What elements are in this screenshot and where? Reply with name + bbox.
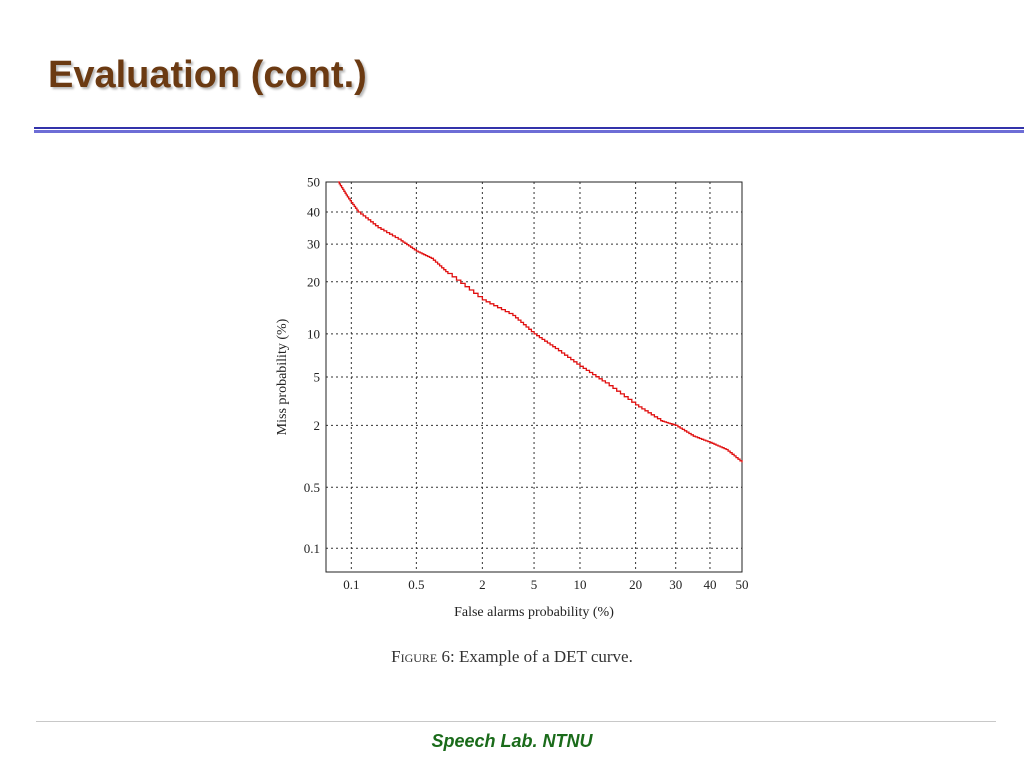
y-tick-label: 5 [314,369,321,384]
slide-title: Evaluation (cont.) [48,54,367,96]
x-axis-label: False alarms probability (%) [454,605,614,620]
footer-divider [36,721,996,722]
y-tick-label: 2 [314,418,321,433]
caption-text: Example of a DET curve. [458,647,633,666]
figure-caption: Figure 6: Example of a DET curve. [0,647,1024,667]
x-tick-label: 2 [479,577,486,592]
footer-text: Speech Lab. NTNU [431,731,593,751]
y-tick-label: 20 [307,274,320,289]
y-axis-label: Miss probability (%) [275,318,290,435]
title-divider-lower [34,130,1024,133]
plot-frame [325,181,743,573]
x-tick-label: 40 [703,577,716,592]
det-chart: 0.1 0.5 2 5 10 20 30 40 50 0.1 0.5 2 5 10 20 30 40 50 Fal… [275,175,749,621]
x-tick-label: 10 [573,577,586,592]
y-tick-label: 0.5 [304,480,320,495]
x-tick-label: 50 [736,577,749,592]
x-tick-label: 20 [629,577,642,592]
y-tick-label: 50 [307,175,320,190]
title-divider [34,127,1024,129]
x-tick-label: 0.5 [408,577,424,592]
x-tick-label: 30 [669,577,682,592]
y-tick-label: 30 [307,237,320,252]
y-tick-label: 0.1 [304,541,320,556]
figure-label: Figure 6: [391,647,455,666]
x-tick-label: 5 [531,577,538,592]
y-tick-label: 10 [307,326,320,341]
y-tick-label: 40 [307,205,320,220]
det-curve [338,181,743,463]
grid-lines [326,181,743,572]
x-tick-label: 0.1 [343,577,359,592]
tick-labels: 0.1 0.5 2 5 10 20 30 40 50 0.1 0.5 2 5 10 20 30 40 50 [304,175,749,593]
